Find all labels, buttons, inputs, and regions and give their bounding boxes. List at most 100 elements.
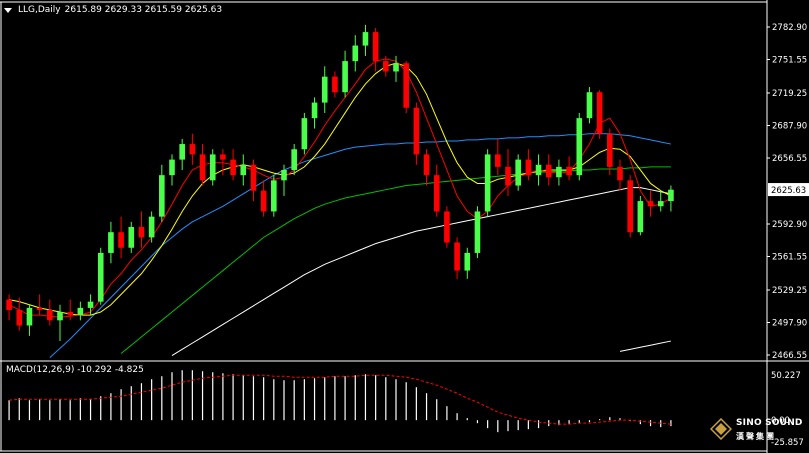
macd-tick-label: 50.227 [771, 371, 801, 381]
price-tick-label: 2687.90 [772, 121, 807, 131]
candle [596, 90, 603, 139]
candle [67, 299, 73, 321]
candle [16, 297, 23, 331]
candle [26, 304, 33, 336]
candle [617, 159, 623, 191]
candle [352, 35, 359, 72]
candle [6, 294, 12, 321]
candle [393, 55, 399, 82]
candle [179, 138, 185, 170]
ma-yellow-line [8, 62, 672, 316]
candle [413, 102, 420, 165]
candle [342, 50, 348, 98]
price-tick-label: 2782.90 [772, 23, 807, 33]
candle [362, 24, 369, 56]
candle [576, 112, 583, 181]
candle [301, 112, 308, 155]
candle [189, 133, 196, 165]
candle [47, 299, 53, 326]
candle [647, 190, 654, 217]
candle [138, 211, 145, 248]
candle [260, 180, 267, 217]
price-tick-label: 2592.90 [772, 220, 807, 230]
macd-tick-label: 0.00 [771, 416, 790, 426]
candle [57, 304, 63, 342]
candle [637, 195, 644, 236]
brand-logo-icon [710, 418, 732, 440]
brand-name: SINO SOUND [736, 418, 803, 428]
candle [36, 294, 43, 316]
candle [586, 87, 593, 124]
candle [291, 144, 297, 176]
candle [169, 154, 175, 186]
candles [6, 24, 674, 342]
candle [108, 221, 114, 264]
candle [495, 138, 501, 176]
candle [209, 149, 216, 186]
candle [444, 206, 450, 248]
chart-title-bar: LLG,Daily 2615.89 2629.33 2615.59 2625.6… [4, 3, 222, 17]
candle [97, 247, 104, 305]
candle [556, 159, 562, 186]
brand-name-cn: 漢聲集團 [736, 432, 776, 441]
current-price-label: 2625.63 [771, 186, 806, 196]
brand-watermark: SINO SOUND 漢聲集團 [708, 416, 808, 450]
price-tick-label: 2656.55 [772, 154, 807, 164]
candle [118, 216, 124, 259]
ohlc-values: 2615.89 2629.33 2615.59 2625.63 [64, 5, 223, 15]
ma-blue-line [49, 133, 672, 359]
candle [230, 149, 236, 181]
candle [240, 154, 247, 186]
price-tick-label: 2561.55 [772, 253, 807, 263]
candle [321, 66, 328, 113]
candle [372, 27, 379, 72]
candle [87, 294, 94, 316]
candle [657, 190, 664, 212]
candle [281, 164, 287, 196]
candle [515, 154, 521, 191]
candle [77, 301, 84, 321]
candle [271, 175, 277, 217]
candle [311, 97, 318, 129]
macd-label: MACD(12,26,9) -10.292 -4.825 [6, 365, 144, 375]
candle [525, 149, 532, 181]
ma-white-line [171, 187, 672, 356]
candle [403, 61, 409, 113]
candle [433, 164, 440, 217]
price-tick-label: 2751.55 [772, 56, 807, 66]
menu-triangle-icon[interactable] [4, 7, 12, 13]
ma-red-line [8, 58, 672, 318]
price-tick-label: 2529.25 [772, 286, 807, 296]
candle [332, 71, 338, 98]
price-tick-label: 2466.55 [772, 351, 807, 361]
candle [220, 149, 226, 176]
candle [159, 164, 165, 222]
candle [566, 156, 572, 181]
candle [474, 206, 481, 259]
candle [545, 154, 552, 186]
candle [607, 128, 613, 176]
candle [383, 55, 389, 77]
price-tick-label: 2719.25 [772, 89, 807, 99]
candle [250, 159, 257, 202]
macd-signal-line [9, 374, 671, 425]
candle [464, 247, 471, 279]
candle [668, 185, 674, 212]
candle [627, 175, 633, 238]
candle [148, 211, 155, 243]
macd-panel [8, 370, 672, 433]
current-price-box [768, 183, 809, 197]
ma-long-white-line [619, 340, 672, 352]
candle [505, 149, 511, 196]
candle [199, 144, 206, 186]
symbol-label: LLG,Daily [18, 5, 61, 15]
ma-green-line [120, 166, 671, 354]
candle [128, 221, 135, 253]
candle [423, 149, 430, 186]
candle [535, 154, 542, 186]
candle [484, 149, 491, 217]
macd-tick-label: -25.857 [771, 438, 804, 448]
candle [454, 237, 460, 279]
price-tick-label: 2497.90 [772, 318, 807, 328]
